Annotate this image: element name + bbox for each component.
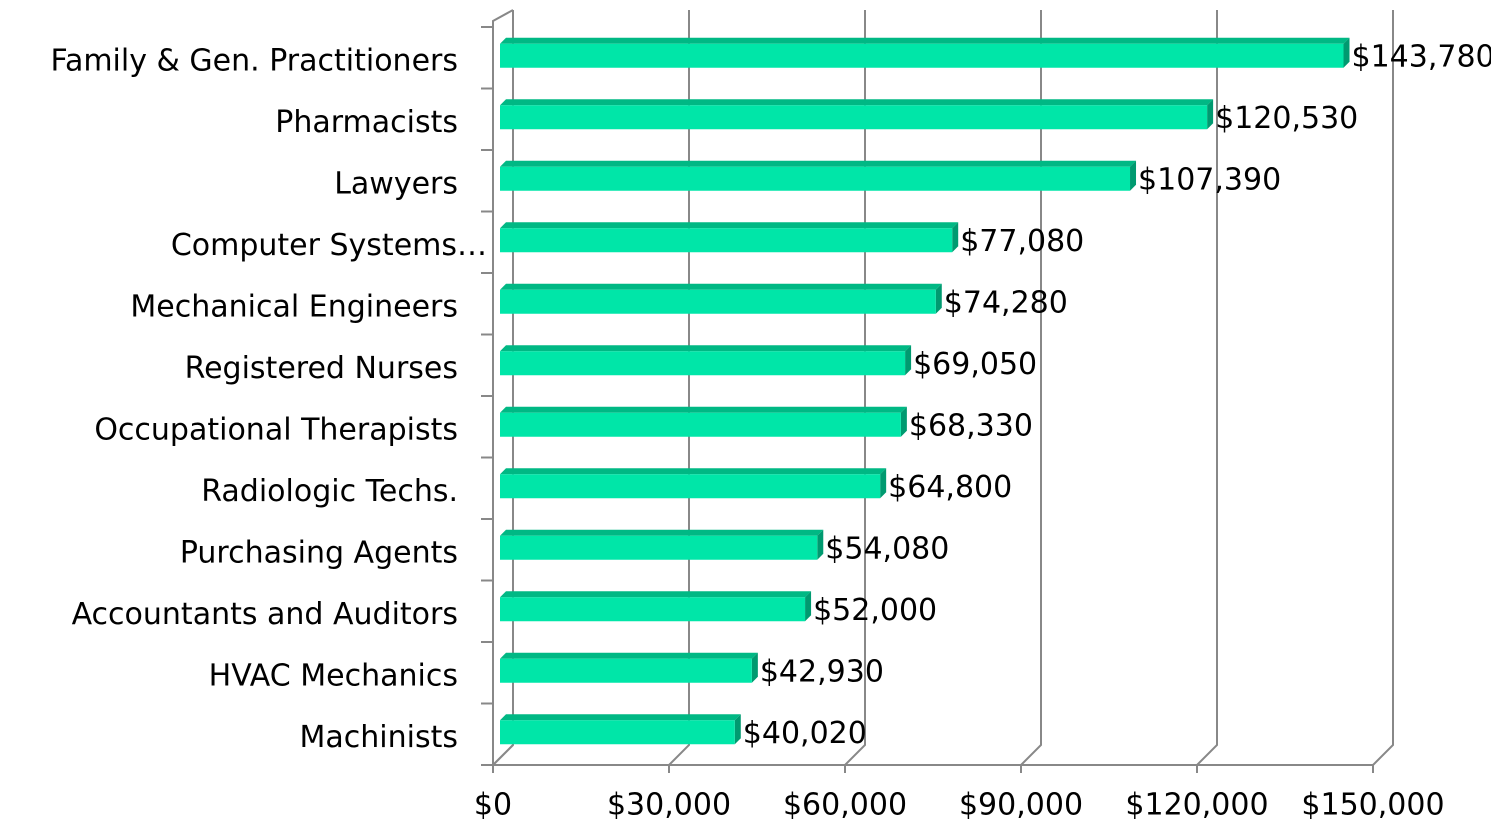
y-tick-label: Registered Nurses [185,351,458,386]
y-tick-label: Accountants and Auditors [72,597,458,632]
value-label: $42,930 [760,654,884,689]
bar-top [500,652,758,659]
bar-side [935,283,942,314]
bar [500,468,887,499]
value-label: $40,020 [743,716,867,751]
y-tick-label: Occupational Therapists [94,412,458,447]
bar-front [500,289,936,314]
x-tick-label: $120,000 [1125,788,1268,823]
bar [500,160,1137,191]
bar-front [500,720,735,745]
bar [500,37,1350,68]
y-tick-label: Radiologic Techs. [201,474,458,509]
bar-side [952,222,959,253]
x-tick-label: $0 [474,788,512,823]
value-label: $52,000 [813,593,937,628]
bar-top [500,406,907,413]
grid-line [1372,10,1394,766]
bar [500,345,912,376]
bar [500,714,741,745]
bar-front [500,228,953,253]
y-tick-label: Pharmacists [275,105,458,140]
x-tick-label: $60,000 [783,788,907,823]
bar-side [734,714,741,745]
bar-front [500,105,1208,130]
bar-top [500,160,1137,167]
bar-top [500,283,942,290]
y-tick-label: HVAC Mechanics [209,658,458,693]
bar-front [500,351,906,376]
grid-line [492,10,514,766]
bar-front [500,474,881,499]
bar-side [880,468,887,499]
bar [500,99,1214,130]
bar-front [500,43,1344,68]
bar-top [500,345,912,352]
x-tick-label: $150,000 [1301,788,1444,823]
y-tick-label: Machinists [300,720,458,755]
bar [500,222,959,253]
x-tick-label: $90,000 [959,788,1083,823]
y-tick-label: Purchasing Agents [180,535,458,570]
bar [500,529,824,560]
bar-front [500,658,752,683]
bar-top [500,468,887,475]
y-tick-label: Family & Gen. Practitioners [50,43,458,78]
bar-side [1130,160,1137,191]
value-label: $68,330 [909,408,1033,443]
bar [500,652,758,683]
value-label: $69,050 [913,347,1037,382]
bar-top [500,222,959,229]
bar-front [500,166,1131,191]
value-label: $74,280 [944,285,1068,320]
bar-side [905,345,912,376]
bar [500,591,812,622]
bar [500,406,907,437]
bar-side [900,406,907,437]
bar-top [500,591,812,598]
y-tick-label: Computer Systems… [171,228,487,263]
bar-front [500,597,806,622]
value-label: $107,390 [1138,162,1281,197]
value-label: $120,530 [1215,101,1358,136]
bar-front [500,535,818,560]
grid-line [1196,10,1218,766]
bar-front [500,412,901,437]
x-tick-label: $30,000 [607,788,731,823]
bar-side [817,529,824,560]
bar-side [1343,37,1350,68]
bar-side [751,652,758,683]
value-label: $54,080 [825,531,949,566]
bar-top [500,714,741,721]
value-label: $143,780 [1352,39,1491,74]
bar-top [500,99,1214,106]
bar-top [500,529,824,536]
bar [500,283,942,314]
value-label: $64,800 [888,470,1012,505]
bar-side [1207,99,1214,130]
y-tick-label: Mechanical Engineers [130,289,458,324]
bar-top [500,37,1350,44]
grid-line [1020,10,1042,766]
grid-line [668,10,690,766]
value-label: $77,080 [960,224,1084,259]
bar-side [805,591,812,622]
y-tick-label: Lawyers [334,166,458,201]
grid-line [844,10,866,766]
